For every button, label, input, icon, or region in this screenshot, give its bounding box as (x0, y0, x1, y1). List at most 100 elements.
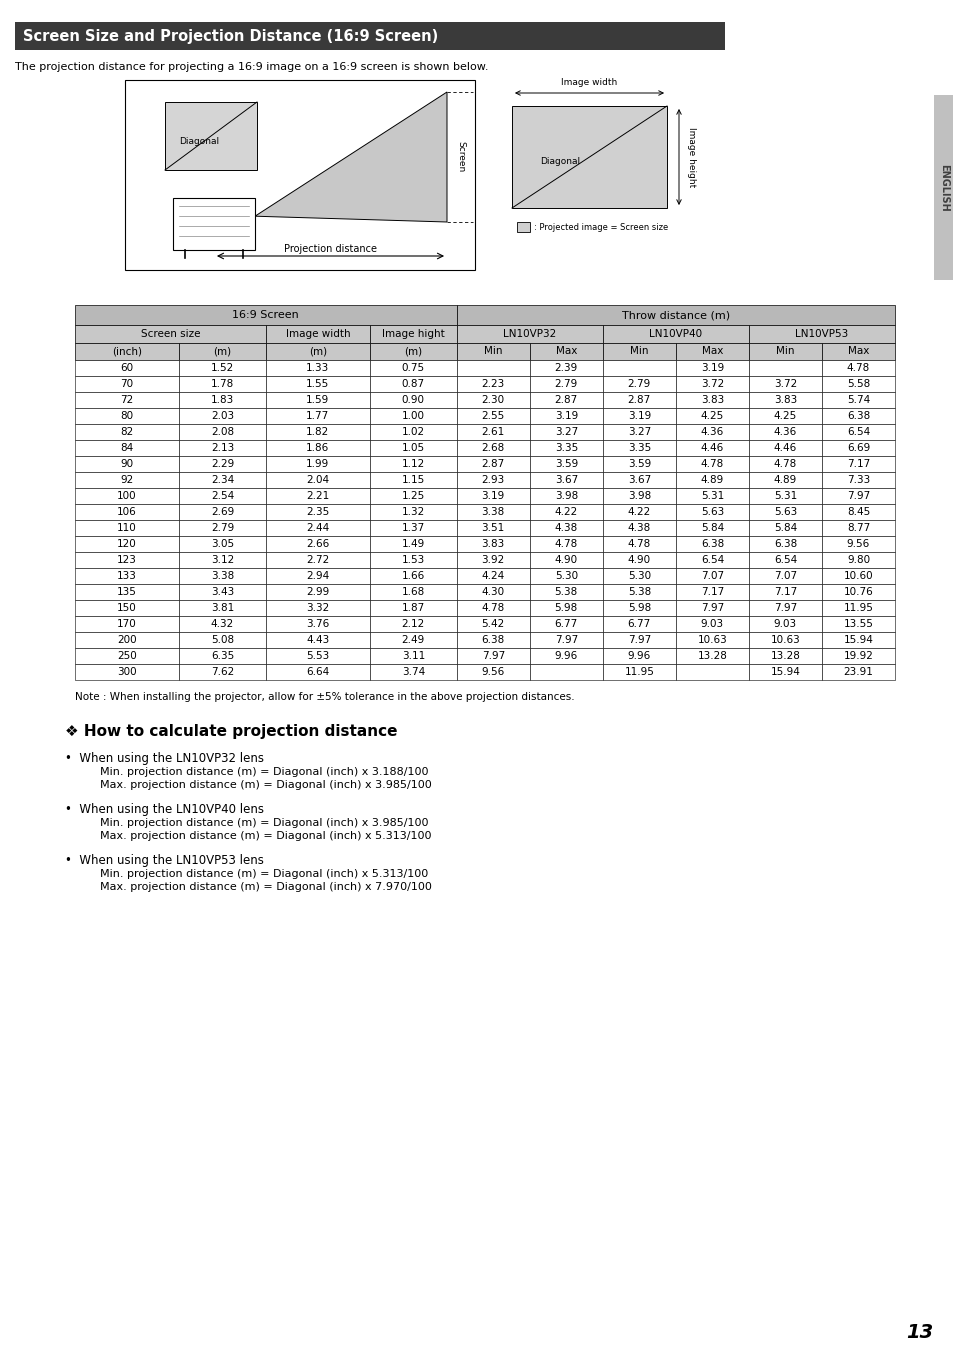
Bar (370, 488, 456, 504)
Text: 3.19: 3.19 (554, 411, 578, 422)
Bar (821, 424, 894, 440)
Bar (179, 648, 266, 663)
Text: 4.90: 4.90 (554, 555, 578, 565)
Text: 2.39: 2.39 (554, 363, 578, 373)
Text: 1.02: 1.02 (401, 427, 424, 436)
Text: 5.84: 5.84 (773, 523, 796, 534)
Bar (748, 408, 821, 424)
Text: 1.49: 1.49 (401, 539, 424, 549)
Text: 3.38: 3.38 (481, 507, 504, 517)
Bar (821, 553, 894, 567)
Bar (75, 553, 179, 567)
Text: 2.66: 2.66 (306, 539, 329, 549)
Text: 7.07: 7.07 (700, 571, 723, 581)
Text: 7.17: 7.17 (773, 586, 796, 597)
Text: Max: Max (701, 346, 722, 357)
Bar (529, 471, 602, 488)
Bar (179, 536, 266, 553)
Text: 1.86: 1.86 (306, 443, 329, 453)
Bar (370, 326, 456, 343)
Text: 4.25: 4.25 (700, 411, 723, 422)
Text: 9.03: 9.03 (773, 619, 796, 630)
Text: 72: 72 (120, 394, 133, 405)
Text: 2.30: 2.30 (481, 394, 504, 405)
Bar (456, 632, 529, 648)
Text: 4.36: 4.36 (773, 427, 796, 436)
Bar (675, 663, 748, 680)
Text: 4.46: 4.46 (773, 443, 796, 453)
Text: Max. projection distance (m) = Diagonal (inch) x 5.313/100: Max. projection distance (m) = Diagonal … (100, 831, 431, 842)
Bar (821, 663, 894, 680)
Bar (179, 663, 266, 680)
Text: 2.23: 2.23 (481, 380, 504, 389)
Text: 7.97: 7.97 (773, 603, 796, 613)
Bar (266, 600, 370, 616)
Bar (748, 457, 821, 471)
Bar (602, 440, 675, 457)
Bar (748, 376, 821, 392)
Bar (179, 567, 266, 584)
Text: 3.83: 3.83 (700, 394, 723, 405)
Text: Screen: Screen (456, 142, 465, 173)
Text: 5.31: 5.31 (700, 490, 723, 501)
Text: 5.31: 5.31 (773, 490, 796, 501)
Bar (266, 343, 370, 359)
Text: 3.81: 3.81 (211, 603, 233, 613)
Bar (75, 359, 179, 376)
Text: 4.36: 4.36 (700, 427, 723, 436)
Bar (456, 326, 602, 343)
Bar (456, 600, 529, 616)
Text: 3.27: 3.27 (554, 427, 578, 436)
Bar (75, 600, 179, 616)
Text: 4.90: 4.90 (627, 555, 650, 565)
Text: 5.30: 5.30 (627, 571, 650, 581)
Text: Diagonal: Diagonal (539, 158, 579, 166)
Text: 4.89: 4.89 (700, 476, 723, 485)
Text: 1.15: 1.15 (401, 476, 424, 485)
Bar (179, 632, 266, 648)
Bar (675, 488, 748, 504)
Bar (125, 80, 475, 270)
Text: 120: 120 (117, 539, 136, 549)
Text: (m): (m) (213, 346, 232, 357)
Text: 13.28: 13.28 (770, 651, 800, 661)
Bar (456, 616, 529, 632)
Bar (75, 305, 456, 326)
Text: 1.53: 1.53 (401, 555, 424, 565)
Text: 1.12: 1.12 (401, 459, 424, 469)
Bar (821, 616, 894, 632)
Bar (602, 663, 675, 680)
Text: 2.35: 2.35 (306, 507, 329, 517)
Text: Diagonal: Diagonal (179, 136, 219, 146)
Bar (75, 616, 179, 632)
Bar (602, 471, 675, 488)
Bar (748, 359, 821, 376)
Text: 1.99: 1.99 (306, 459, 329, 469)
Bar (529, 648, 602, 663)
Bar (675, 632, 748, 648)
Bar (675, 359, 748, 376)
Bar (821, 471, 894, 488)
Text: 2.13: 2.13 (211, 443, 233, 453)
Bar (179, 343, 266, 359)
Bar (179, 359, 266, 376)
Bar (266, 424, 370, 440)
Text: 133: 133 (117, 571, 137, 581)
Text: 5.74: 5.74 (846, 394, 869, 405)
Text: 2.12: 2.12 (401, 619, 424, 630)
Text: 3.83: 3.83 (481, 539, 504, 549)
Text: 7.17: 7.17 (700, 586, 723, 597)
Bar (821, 600, 894, 616)
Text: ❖ How to calculate projection distance: ❖ How to calculate projection distance (65, 724, 397, 739)
Bar (529, 343, 602, 359)
Text: 4.24: 4.24 (481, 571, 504, 581)
Text: 5.38: 5.38 (627, 586, 650, 597)
Bar (748, 343, 821, 359)
Polygon shape (254, 92, 447, 222)
Text: 10.60: 10.60 (842, 571, 872, 581)
Text: •  When using the LN10VP40 lens: • When using the LN10VP40 lens (65, 802, 264, 816)
Bar (75, 457, 179, 471)
Text: Min. projection distance (m) = Diagonal (inch) x 3.188/100: Min. projection distance (m) = Diagonal … (100, 767, 428, 777)
Bar (821, 488, 894, 504)
Bar (675, 440, 748, 457)
